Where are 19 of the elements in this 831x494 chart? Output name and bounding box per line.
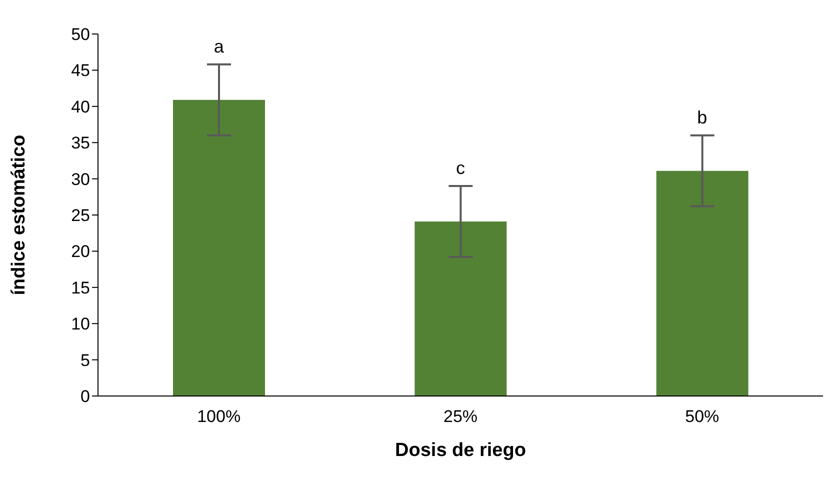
annotation: c [456,158,465,178]
y-tick-label: 10 [71,314,90,334]
y-tick-label: 20 [71,242,90,262]
y-axis-title: índice estomático [8,134,30,296]
x-tick-label: 100% [197,407,241,426]
x-tick-label: 25% [443,407,478,426]
y-tick-label: 25 [71,206,90,226]
y-tick-label: 15 [71,278,90,298]
y-tick-label: 30 [71,170,90,189]
y-tick-label: 50 [71,25,90,44]
x-tick-label: 50% [685,407,720,426]
x-axis-title: Dosis de riego [395,440,526,461]
y-tick-label: 40 [71,97,90,116]
annotation: b [697,107,708,128]
annotation: a [214,36,225,56]
y-tick-label: 45 [71,61,90,80]
y-tick-label: 5 [80,350,90,370]
y-tick-label: 35 [71,134,90,153]
y-tick-label: 0 [80,387,90,406]
